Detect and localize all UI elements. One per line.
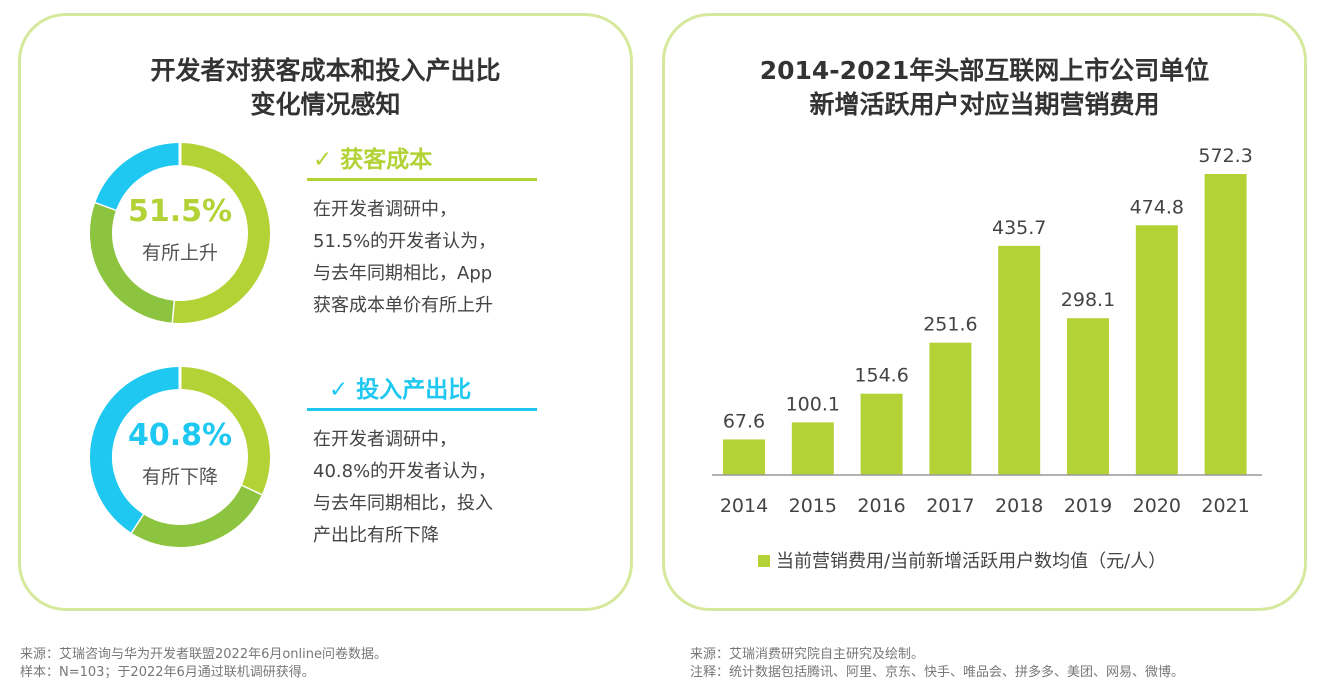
heading-text: 获客成本 (340, 147, 433, 173)
donut-segment (171, 143, 270, 323)
chart-title: 2014-2021年头部互联网上市公司单位 新增活跃用户对应当期营销费用 (759, 56, 1210, 119)
value-label: 435.7 (992, 217, 1046, 239)
value-label: 100.1 (786, 393, 840, 415)
bar-2017 (929, 342, 972, 475)
indicator-description: 在开发者调研中， 51.5%的开发者认为， 与去年同期相比，App 获客成本单价有所上… (313, 199, 497, 316)
bar-2020 (1135, 225, 1178, 475)
percent-value: 51.5% (127, 194, 233, 229)
segment-gap (239, 483, 265, 498)
left-title: 开发者对获客成本和投入产出比 变化情况感知 (150, 56, 501, 119)
value-label: 298.1 (1061, 289, 1115, 311)
percent-value: 40.8% (127, 418, 233, 453)
donut-segment (179, 367, 270, 496)
x-tick-label: 2017 (926, 495, 974, 517)
donut-chart (90, 364, 270, 547)
value-label: 251.6 (923, 314, 977, 336)
right-source: 来源：艾瑞消费研究院自主研究及绘制。 注释：统计数据包括腾讯、阿里、京东、快手、… (690, 647, 1185, 680)
donut-segment (130, 485, 262, 547)
legend-swatch (758, 555, 770, 567)
indicator-description: 在开发者调研中， 40.8%的开发者认为， 与去年同期相比，投入 产出比有所下降 (313, 429, 497, 546)
value-label: 154.6 (854, 365, 908, 387)
x-tick-label: 2021 (1201, 495, 1249, 517)
bar-2019 (1067, 318, 1109, 475)
segment-gap (92, 199, 119, 212)
right-card: 2014-2021年头部互联网上市公司单位 新增活跃用户对应当期营销费用 (662, 13, 1307, 611)
x-tick-label: 2018 (995, 495, 1043, 517)
check-icon: ✓ (313, 147, 333, 173)
percent-label: 有所下降 (141, 466, 218, 488)
indicator-heading: ✓ 投入产出比 (307, 370, 537, 411)
value-label: 572.3 (1198, 145, 1252, 167)
donut-segment (90, 201, 174, 323)
donut-segment (90, 367, 181, 533)
indicator-heading: ✓ 获客成本 (307, 140, 537, 181)
x-tick-label: 2019 (1064, 495, 1112, 517)
x-tick-label: 2016 (857, 495, 905, 517)
percent-label: 有所上升 (141, 242, 218, 264)
value-label: 67.6 (723, 410, 765, 432)
check-icon: ✓ (329, 377, 349, 403)
bar-2015 (791, 422, 834, 475)
donut-segment (95, 143, 181, 210)
bar-2021 (1204, 174, 1247, 475)
x-tick-label: 2014 (720, 495, 768, 517)
left-source: 来源：艾瑞咨询与华为开发者联盟2022年6月online问卷数据。 样本：N=1… (20, 647, 388, 680)
donut-chart (90, 140, 270, 326)
value-label: 474.8 (1130, 196, 1184, 218)
x-tick-label: 2020 (1133, 495, 1181, 517)
legend-label: 当前营销费用/当前新增活跃用户数均值（元/人） (776, 551, 1166, 572)
bar-2018 (998, 245, 1041, 475)
bar-2014 (723, 439, 765, 475)
x-tick-label: 2015 (789, 495, 837, 517)
heading-text: 投入产出比 (356, 377, 472, 403)
bar-2016 (860, 393, 903, 475)
